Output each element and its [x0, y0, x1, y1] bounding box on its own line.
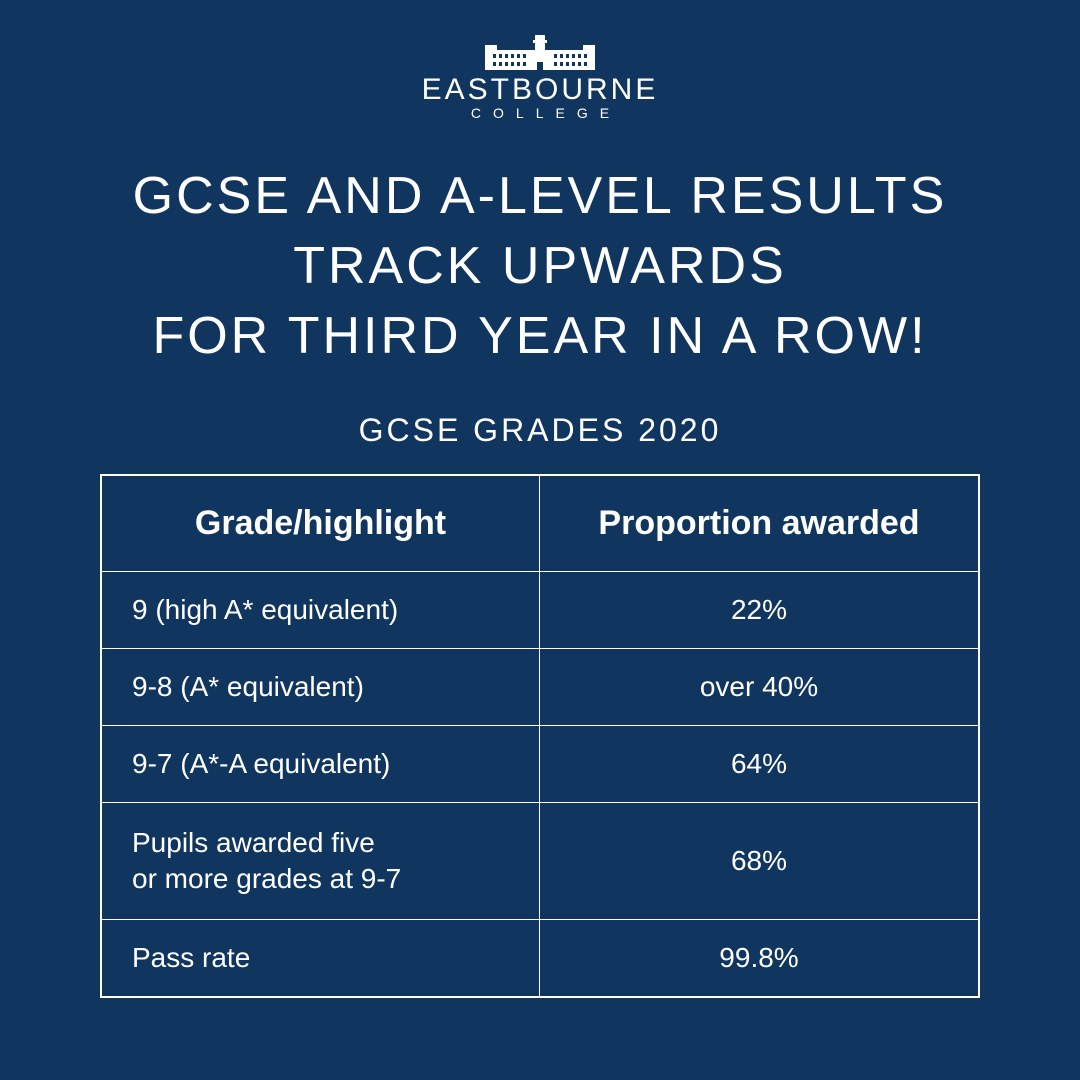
grade-label: Pupils awarded five or more grades at 9-… [102, 803, 540, 920]
headline-line-2: TRACK UPWARDS [133, 231, 948, 301]
building-icon [475, 35, 605, 70]
logo: EASTBOURNE COLLEGE [422, 35, 659, 121]
headline-line-1: GCSE AND A-LEVEL RESULTS [133, 161, 948, 231]
headline-line-3: FOR THIRD YEAR IN A ROW! [133, 301, 948, 371]
table-row: 9-7 (A*-A equivalent) 64% [102, 726, 978, 803]
logo-name: EASTBOURNE [422, 75, 659, 105]
table-header-right: Proportion awarded [540, 476, 978, 571]
grade-label: 9-7 (A*-A equivalent) [102, 726, 540, 802]
grade-value: 99.8% [540, 920, 978, 996]
grade-value: over 40% [540, 649, 978, 725]
grade-label: 9 (high A* equivalent) [102, 572, 540, 648]
logo-sub: COLLEGE [471, 105, 621, 121]
grade-value: 64% [540, 726, 978, 802]
grade-value: 22% [540, 572, 978, 648]
table-header-row: Grade/highlight Proportion awarded [102, 476, 978, 572]
subheading: GCSE GRADES 2020 [359, 412, 722, 449]
grades-table: Grade/highlight Proportion awarded 9 (hi… [100, 474, 980, 999]
grade-label: 9-8 (A* equivalent) [102, 649, 540, 725]
headline: GCSE AND A-LEVEL RESULTS TRACK UPWARDS F… [133, 161, 948, 372]
table-row: Pass rate 99.8% [102, 920, 978, 996]
table-row: Pupils awarded five or more grades at 9-… [102, 803, 978, 921]
grade-value: 68% [540, 803, 978, 920]
table-row: 9-8 (A* equivalent) over 40% [102, 649, 978, 726]
table-header-left: Grade/highlight [102, 476, 540, 571]
grade-label: Pass rate [102, 920, 540, 996]
table-row: 9 (high A* equivalent) 22% [102, 572, 978, 649]
